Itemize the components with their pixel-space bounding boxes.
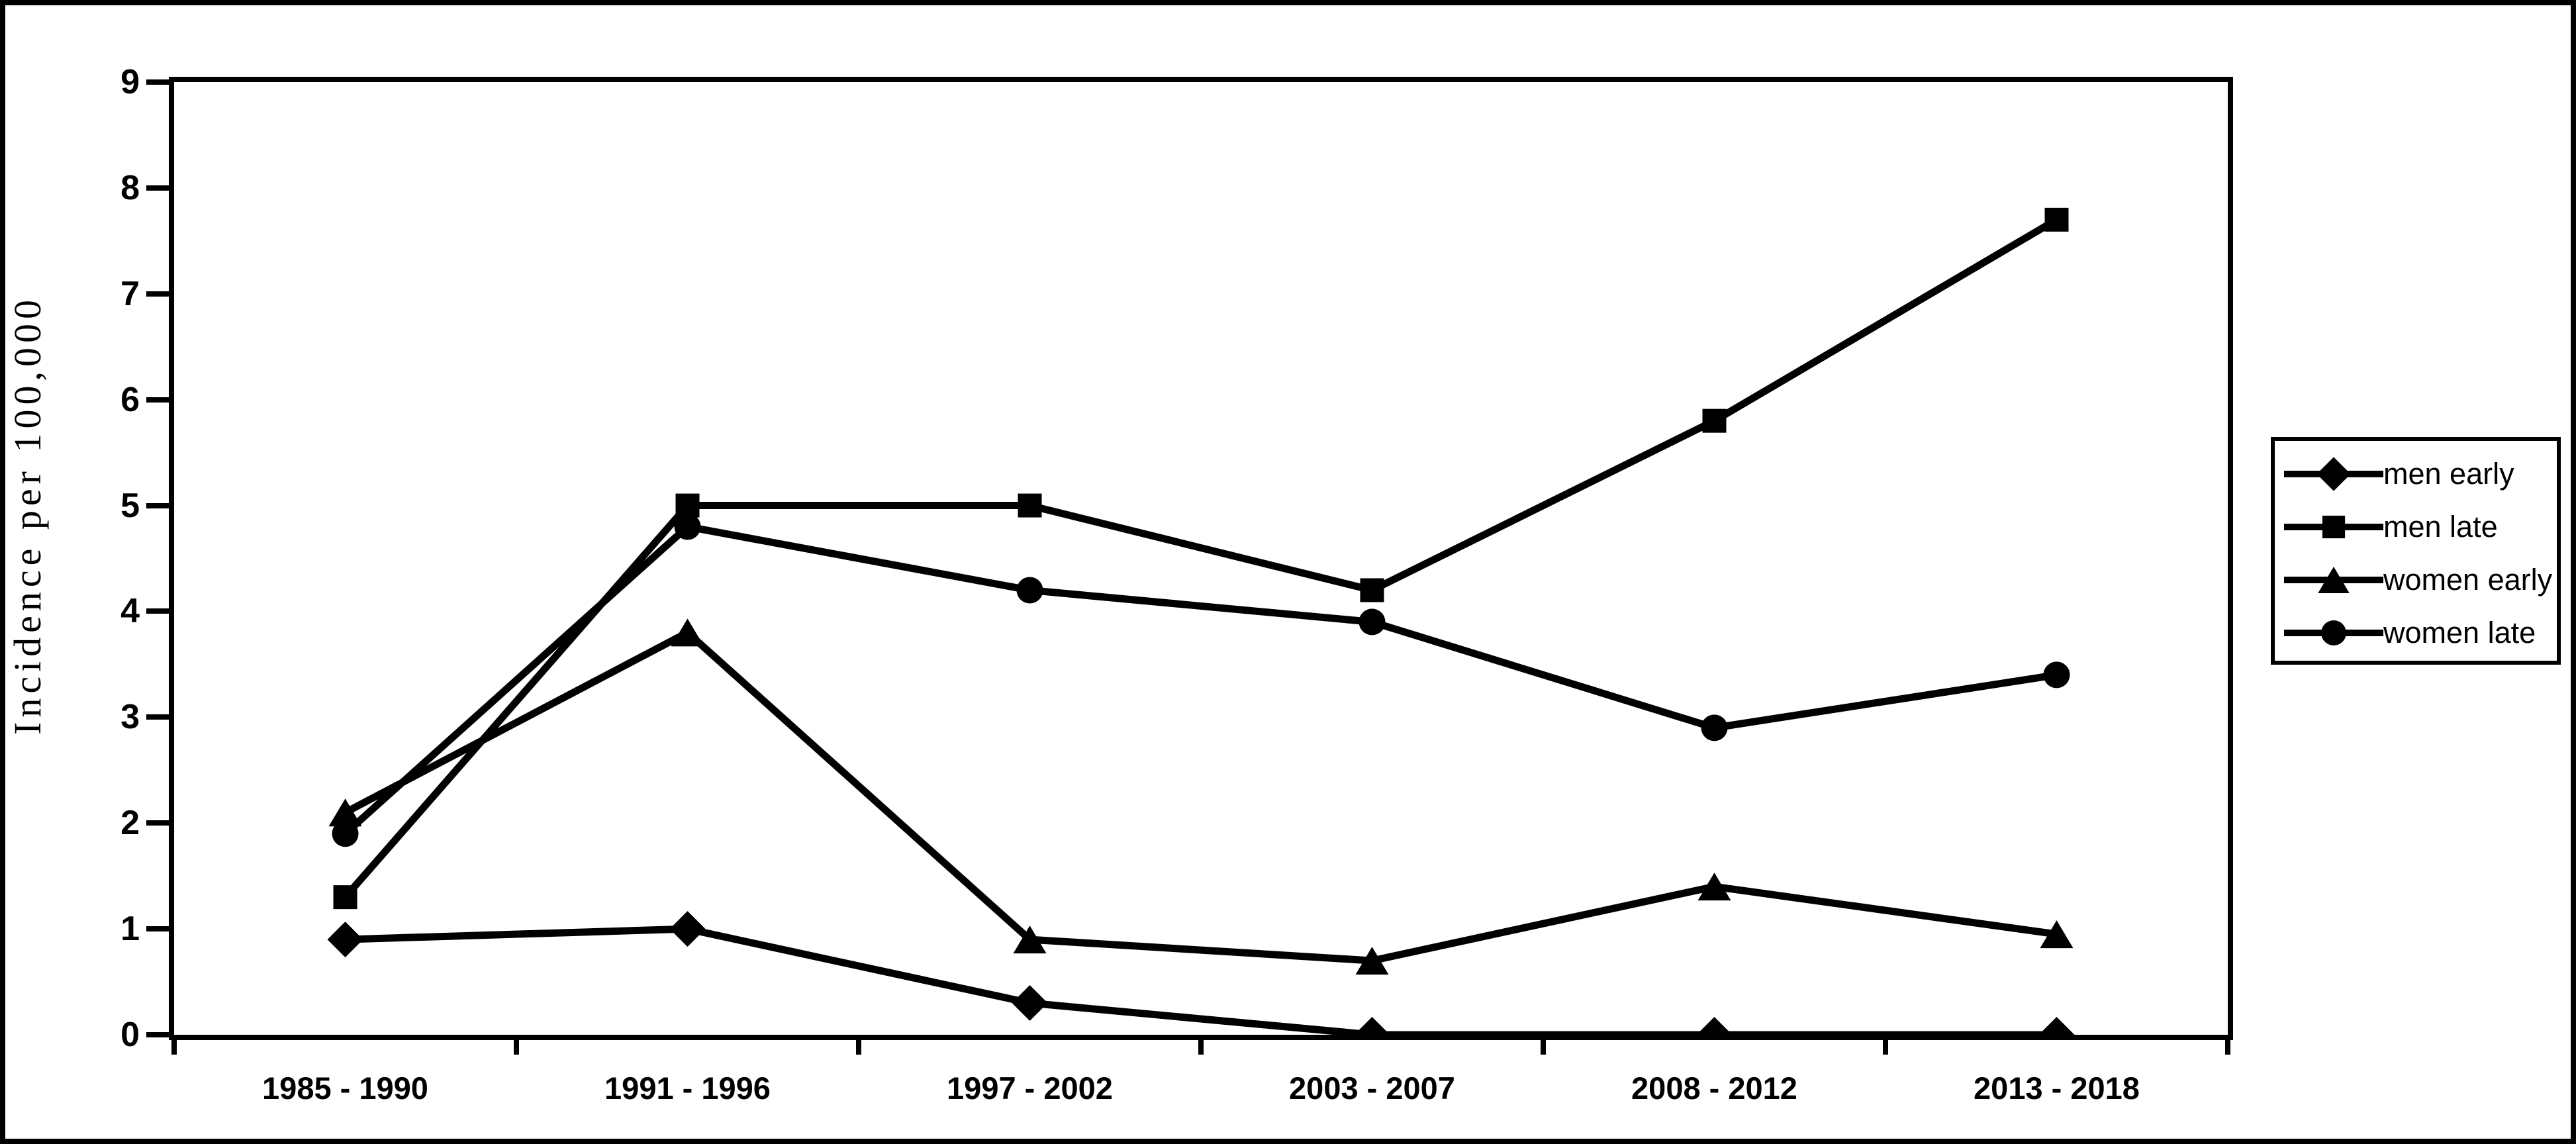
men-early-marker-4 (1696, 1017, 1733, 1035)
y-tick-mark-2 (146, 820, 169, 826)
men-early-marker-3 (1354, 1017, 1390, 1035)
x-tick-mark-4 (1541, 1035, 1546, 1055)
men-early-marker-0 (327, 922, 363, 958)
x-category-label-2: 1997 - 2002 (947, 1071, 1113, 1106)
men-late-marker-3 (1360, 578, 1384, 602)
men-early-marker-5 (2038, 1017, 2075, 1035)
women-early-marker-0 (328, 798, 362, 827)
legend-label-men-early: men early (2383, 457, 2514, 491)
x-category-label-1: 1991 - 1996 (604, 1071, 771, 1106)
y-tick-label-1: 1 (120, 910, 140, 949)
circle-marker-icon (2284, 613, 2383, 653)
x-tick-mark-0 (171, 1035, 177, 1055)
women-early-line (343, 628, 2058, 965)
legend-label-women-late: women late (2383, 616, 2536, 649)
y-tick-mark-8 (146, 185, 169, 191)
y-tick-mark-4 (146, 608, 169, 614)
men-early-marker-2 (1012, 985, 1048, 1022)
women-early-marker-3 (1355, 947, 1389, 975)
women-late-marker-5 (2043, 661, 2070, 689)
y-axis-title: Incidence per 100,000 (6, 295, 49, 735)
x-category-label-0: 1985 - 1990 (262, 1071, 428, 1106)
diamond-marker-icon (2284, 454, 2383, 494)
men-early-marker-1 (669, 911, 706, 947)
y-tick-label-8: 8 (120, 168, 140, 207)
men-late-marker-4 (1702, 408, 1727, 433)
women-early-marker-4 (1697, 873, 1731, 901)
women-late-marker-2 (1016, 577, 1043, 604)
y-tick-label-5: 5 (120, 486, 140, 525)
x-tick-mark-6 (2225, 1035, 2230, 1055)
y-tick-mark-1 (146, 926, 169, 932)
y-tick-mark-7 (146, 291, 169, 297)
y-tick-label-6: 6 (120, 380, 140, 419)
line-chart (327, 207, 2075, 1035)
x-tick-mark-1 (514, 1035, 519, 1055)
x-tick-mark-2 (856, 1035, 861, 1055)
legend-item-women-early: women early (2275, 552, 2557, 608)
x-tick-mark-5 (1883, 1035, 1888, 1055)
y-tick-label-9: 9 (120, 63, 140, 101)
men-late-marker-2 (1018, 493, 1042, 518)
women-late-marker-1 (674, 513, 701, 540)
legend-item-men-early: men early (2275, 446, 2557, 502)
x-category-label-3: 2003 - 2007 (1289, 1071, 1455, 1106)
legend-item-women-late: women late (2275, 605, 2557, 661)
triangle-marker-icon (2284, 560, 2383, 600)
x-tick-mark-3 (1198, 1035, 1204, 1055)
women-late-marker-3 (1359, 608, 1386, 636)
y-tick-label-7: 7 (120, 274, 140, 313)
y-tick-mark-9 (146, 79, 169, 85)
legend-item-men-late: men late (2275, 499, 2557, 555)
women-early-marker-2 (1013, 926, 1047, 954)
y-tick-label-4: 4 (120, 592, 140, 631)
women-early-marker-5 (2040, 920, 2074, 949)
women-late-line (342, 522, 2058, 837)
legend: men early men late women early women late (2271, 437, 2561, 665)
women-early-marker-1 (671, 618, 704, 647)
legend-label-men-late: men late (2383, 510, 2498, 544)
men-late-marker-5 (2044, 207, 2069, 232)
y-tick-label-2: 2 (120, 804, 140, 843)
y-tick-mark-6 (146, 397, 169, 403)
x-category-label-4: 2008 - 2012 (1631, 1071, 1797, 1106)
x-category-label-5: 2013 - 2018 (1974, 1071, 2140, 1106)
square-marker-icon (2284, 507, 2383, 547)
legend-label-women-early: women early (2383, 563, 2553, 596)
y-tick-label-0: 0 (120, 1016, 140, 1054)
men-late-marker-0 (333, 885, 358, 910)
men-late-line (342, 216, 2059, 900)
y-tick-mark-5 (146, 502, 169, 508)
women-late-marker-0 (332, 820, 359, 847)
women-late-marker-4 (1701, 714, 1728, 741)
men-early-line (345, 925, 2057, 1035)
plot-area (169, 77, 2233, 1040)
y-tick-mark-0 (146, 1032, 169, 1037)
y-tick-mark-3 (146, 714, 169, 720)
y-tick-label-3: 3 (120, 698, 140, 737)
